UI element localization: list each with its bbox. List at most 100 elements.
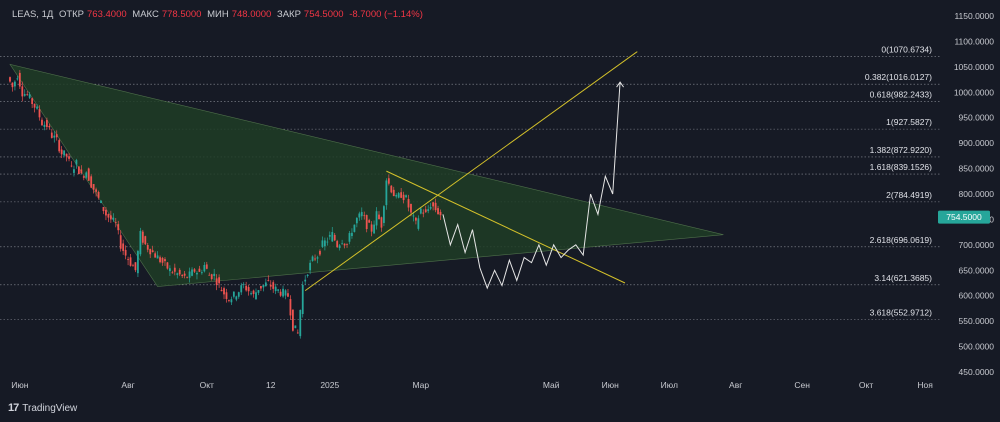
candle-body [439, 211, 442, 216]
candle-body [92, 184, 95, 190]
candle-body [132, 265, 134, 267]
candle-body [387, 178, 390, 184]
fib-label: 2.618(696.0619) [870, 235, 933, 245]
candle-body [203, 264, 206, 272]
candle-body [46, 119, 48, 127]
tradingview-brand[interactable]: 17 TradingView [8, 402, 77, 414]
price-tick-label: 1050.0000 [954, 62, 994, 72]
symbol-name[interactable]: LEAS, 1Д [12, 9, 54, 20]
candle-body [36, 106, 38, 109]
candle-body [237, 292, 240, 297]
close-value: 754.5000 [303, 9, 344, 20]
change-value: -8.7000 (−1.14%) [349, 9, 423, 20]
candle-body [252, 290, 255, 294]
price-tick-label: 1000.0000 [954, 87, 994, 97]
candle-body [346, 243, 348, 245]
candle-body [146, 244, 149, 250]
candle-body [296, 332, 299, 334]
candle-body [323, 240, 326, 247]
candle-body [117, 224, 120, 231]
candle-body [218, 277, 220, 284]
candle-body [127, 259, 129, 261]
candles-layer [9, 70, 442, 339]
time-axis[interactable]: Июн Авг Окт 12 2025 Мар Май Июн Июл Авг Сен Окт Ноя [11, 380, 933, 390]
fib-label: 0.618(982.2433) [870, 89, 933, 99]
candle-body [107, 214, 110, 218]
candle-body [338, 245, 341, 249]
projection-arrowhead [616, 81, 624, 88]
candle-body [102, 207, 105, 212]
price-tick-label: 800.0000 [959, 189, 995, 199]
candle-body [171, 272, 174, 274]
candle-body [208, 274, 211, 276]
candle-body [225, 292, 228, 299]
candle-body [378, 214, 380, 220]
candle-body [63, 150, 66, 156]
candle-body [48, 125, 51, 128]
high-value: 778.5000 [161, 9, 202, 20]
projection-layer [442, 81, 624, 290]
fib-label: 3.618(552.9712) [870, 308, 933, 318]
candle-body [41, 119, 43, 126]
candle-body [390, 185, 393, 193]
fib-label: 0.382(1016.0127) [865, 72, 932, 82]
candle-body [100, 200, 102, 203]
candle-body [220, 289, 223, 292]
candle-body [169, 268, 171, 272]
candle-body [178, 269, 181, 275]
candle-body [341, 243, 343, 245]
symbol-header: LEAS, 1Д ОТКР 763.4000 МАКС 778.5000 МИН 74… [12, 9, 426, 20]
candle-body [365, 215, 368, 230]
candle-body [292, 309, 294, 331]
candle-body [301, 284, 304, 315]
candle-body [149, 248, 152, 255]
candle-body [427, 209, 430, 212]
price-tick-label: 450.0000 [959, 367, 995, 377]
candle-body [198, 268, 201, 272]
candle-body [269, 284, 272, 287]
trendline [386, 170, 626, 284]
candle-body [422, 212, 425, 214]
candle-body [242, 283, 245, 285]
candle-body [112, 217, 115, 220]
candle-body [105, 209, 107, 216]
time-tick-label: Июл [661, 380, 678, 390]
time-tick-label: Мар [412, 380, 429, 390]
projection-path [442, 82, 621, 290]
candle-body [230, 299, 233, 303]
time-tick-label: Ноя [917, 380, 933, 390]
candle-body [139, 230, 142, 255]
candle-body [319, 250, 321, 255]
candle-body [156, 255, 159, 259]
candle-body [144, 236, 147, 245]
candle-body [159, 257, 161, 263]
candle-body [331, 232, 334, 242]
candle-body [85, 172, 88, 178]
candle-body [247, 287, 250, 292]
candle-body [80, 169, 83, 174]
candle-body [33, 103, 36, 108]
candle-body [348, 233, 351, 242]
high-label: МАКС [132, 9, 159, 20]
candle-body [351, 232, 353, 237]
candle-body [380, 217, 383, 228]
candle-body [316, 257, 319, 259]
candle-body [9, 77, 11, 82]
candle-body [392, 189, 395, 197]
time-tick-label: Окт [200, 380, 214, 390]
candle-body [55, 134, 58, 138]
price-axis[interactable]: 1150.0000 1100.0000 1050.0000 1000.0000 950.… [938, 11, 994, 377]
candle-body [434, 202, 437, 211]
open-value: 763.4000 [87, 9, 127, 20]
low-label: МИН [207, 9, 229, 20]
candle-body [70, 165, 73, 167]
candle-body [87, 168, 90, 181]
candle-body [282, 288, 284, 297]
candle-body [97, 192, 100, 198]
candle-body [385, 180, 388, 206]
candle-body [360, 212, 363, 217]
candle-body [373, 224, 375, 234]
candle-body [173, 267, 176, 272]
candle-body [375, 211, 378, 226]
